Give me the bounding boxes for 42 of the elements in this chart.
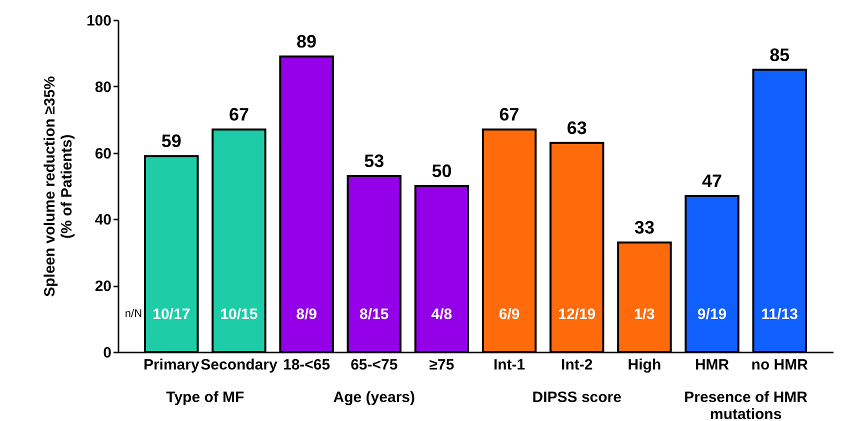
annotation: 11/13 [761, 306, 798, 323]
data-label: 33 [634, 217, 654, 238]
annotation: 1/3 [634, 306, 655, 323]
y-axis-title: Spleen volume reduction ≥35% (% of Patients) [41, 76, 76, 297]
data-label: 63 [566, 118, 587, 138]
data-label: 67 [499, 104, 520, 125]
x-tick-label: High [628, 356, 662, 374]
text: Presence of HMR mutations [684, 389, 808, 421]
text: Type of MF [166, 389, 244, 406]
annotation: 12/19 [558, 306, 596, 323]
data-label: 53 [364, 151, 384, 172]
x-tick-label: Int-1 [493, 356, 526, 374]
annotation: 4/8 [431, 306, 452, 323]
y-tick-label: 100 [86, 12, 112, 30]
annotation: n/N [124, 308, 142, 320]
x-tick-label: Int-2 [561, 356, 593, 374]
x-tick-label: no HMR [751, 356, 808, 374]
annotation: 8/15 [360, 306, 389, 323]
y-tick-label: 0 [103, 344, 112, 362]
data-label: 67 [228, 104, 249, 125]
annotation: 6/9 [498, 306, 520, 323]
annotation: 9/19 [697, 306, 727, 323]
data-label: 85 [770, 44, 790, 65]
y-tick-label: 60 [94, 145, 112, 162]
x-tick-label: Secondary [200, 356, 278, 374]
y-tick-label: 40 [94, 212, 112, 229]
annotation: 8/9 [296, 306, 317, 323]
annotation: 10/17 [152, 306, 190, 323]
y-tick-label: 80 [94, 78, 112, 96]
x-tick-label: 65-<75 [350, 356, 398, 374]
annotation: 10/15 [220, 306, 258, 323]
y-tick-label: 20 [94, 278, 112, 296]
text: DIPSS score [532, 389, 622, 406]
text: Age (years) [333, 389, 415, 406]
data-label: 89 [296, 32, 317, 52]
data-label: 50 [432, 161, 452, 181]
x-tick-label: ≥75 [429, 356, 454, 374]
data-label: 47 [702, 170, 722, 191]
x-tick-label: Primary [143, 356, 200, 374]
x-tick-label: 18-<65 [282, 356, 330, 374]
data-label: 59 [161, 131, 182, 152]
x-tick-label: HMR [694, 356, 730, 374]
